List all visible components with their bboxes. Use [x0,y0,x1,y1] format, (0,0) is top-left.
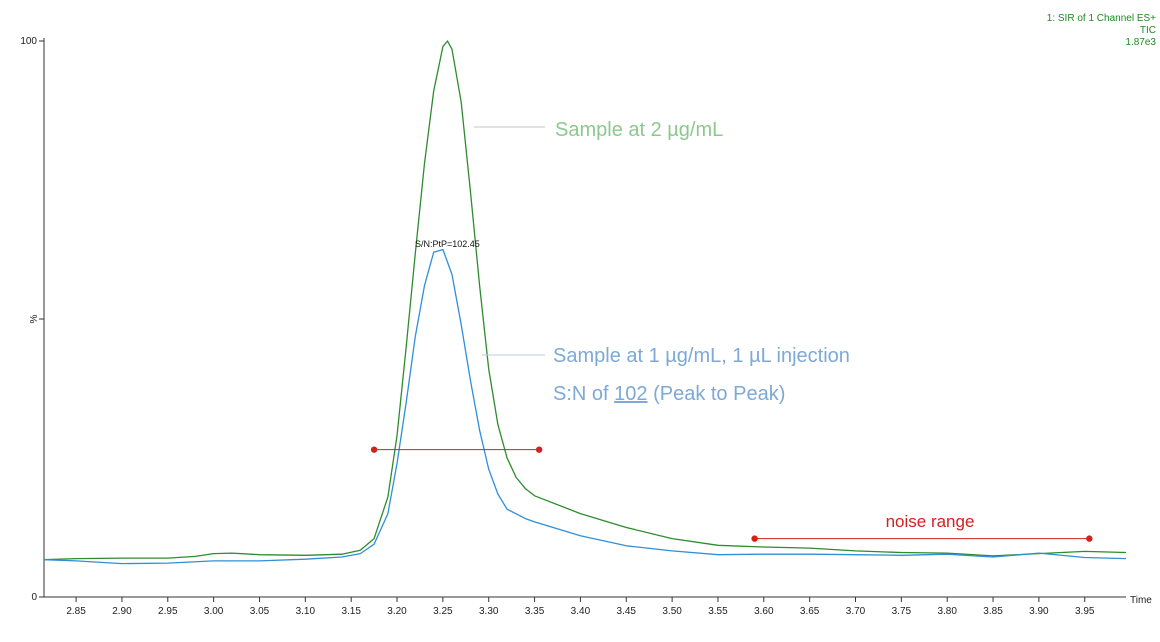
x-tick-label: 3.95 [1075,606,1095,617]
x-tick-label: 3.70 [846,606,866,617]
x-tick-label: 2.95 [158,606,178,617]
x-tick-label: 3.10 [296,606,316,617]
x-tick-label: 3.15 [341,606,361,617]
green-series-label: Sample at 2 µg/mL [555,119,723,141]
x-tick-label: 3.80 [937,606,957,617]
x-tick-label: 2.85 [66,606,86,617]
x-tick-label: 3.90 [1029,606,1049,617]
x-tick-label: 3.60 [754,606,774,617]
series-group [43,40,1127,565]
x-tick-label: 3.35 [525,606,545,617]
x-tick-label: 3.25 [433,606,453,617]
range-markers [370,446,1093,542]
sn-label: S:N of 102 (Peak to Peak) [553,383,785,405]
x-tick-label: 3.00 [204,606,224,617]
x-tick-label: 3.45 [617,606,637,617]
x-tick-label: 3.40 [571,606,591,617]
x-tick-label: 3.30 [479,606,499,617]
sn-prefix: S:N of [553,383,614,405]
x-axis-label: Time [1130,595,1152,606]
x-tick-label: 3.05 [250,606,270,617]
sn-value: 102 [614,383,647,405]
x-tick-label: 3.65 [800,606,820,617]
y-tick-label-bottom: 0 [31,592,37,603]
series-line-blue [43,248,1127,565]
x-ticks: 2.85 2.90 2.95 3.00 3.05 3.10 3.15 3.20 3.25 3.30… [66,597,1095,617]
x-tick-label: 3.75 [892,606,912,617]
header-line-3: 1.87e3 [1125,37,1156,48]
noise-range-marker-end-dot [1086,535,1093,542]
x-tick-label: 3.20 [387,606,407,617]
noise-range-label: noise range [886,512,975,531]
y-tick-label-top: 100 [20,36,37,47]
x-tick-label: 3.50 [662,606,682,617]
peak-width-marker-end-dot [535,446,543,453]
header-line-1: 1: SIR of 1 Channel ES+ [1047,13,1156,24]
noise-range-marker-start-dot [751,535,758,542]
header-line-2: TIC [1140,25,1156,36]
x-tick-label: 2.90 [112,606,132,617]
x-tick-label: 3.55 [708,606,728,617]
peak-sn-label: S/N:PtP=102.45 [415,239,480,249]
x-tick-label: 3.85 [983,606,1003,617]
y-axis-label: % [29,314,40,323]
peak-width-marker-start-dot [370,446,378,453]
series-line-green [43,40,1127,561]
sn-suffix: (Peak to Peak) [648,383,786,405]
blue-series-label: Sample at 1 µg/mL, 1 µL injection [553,345,850,367]
